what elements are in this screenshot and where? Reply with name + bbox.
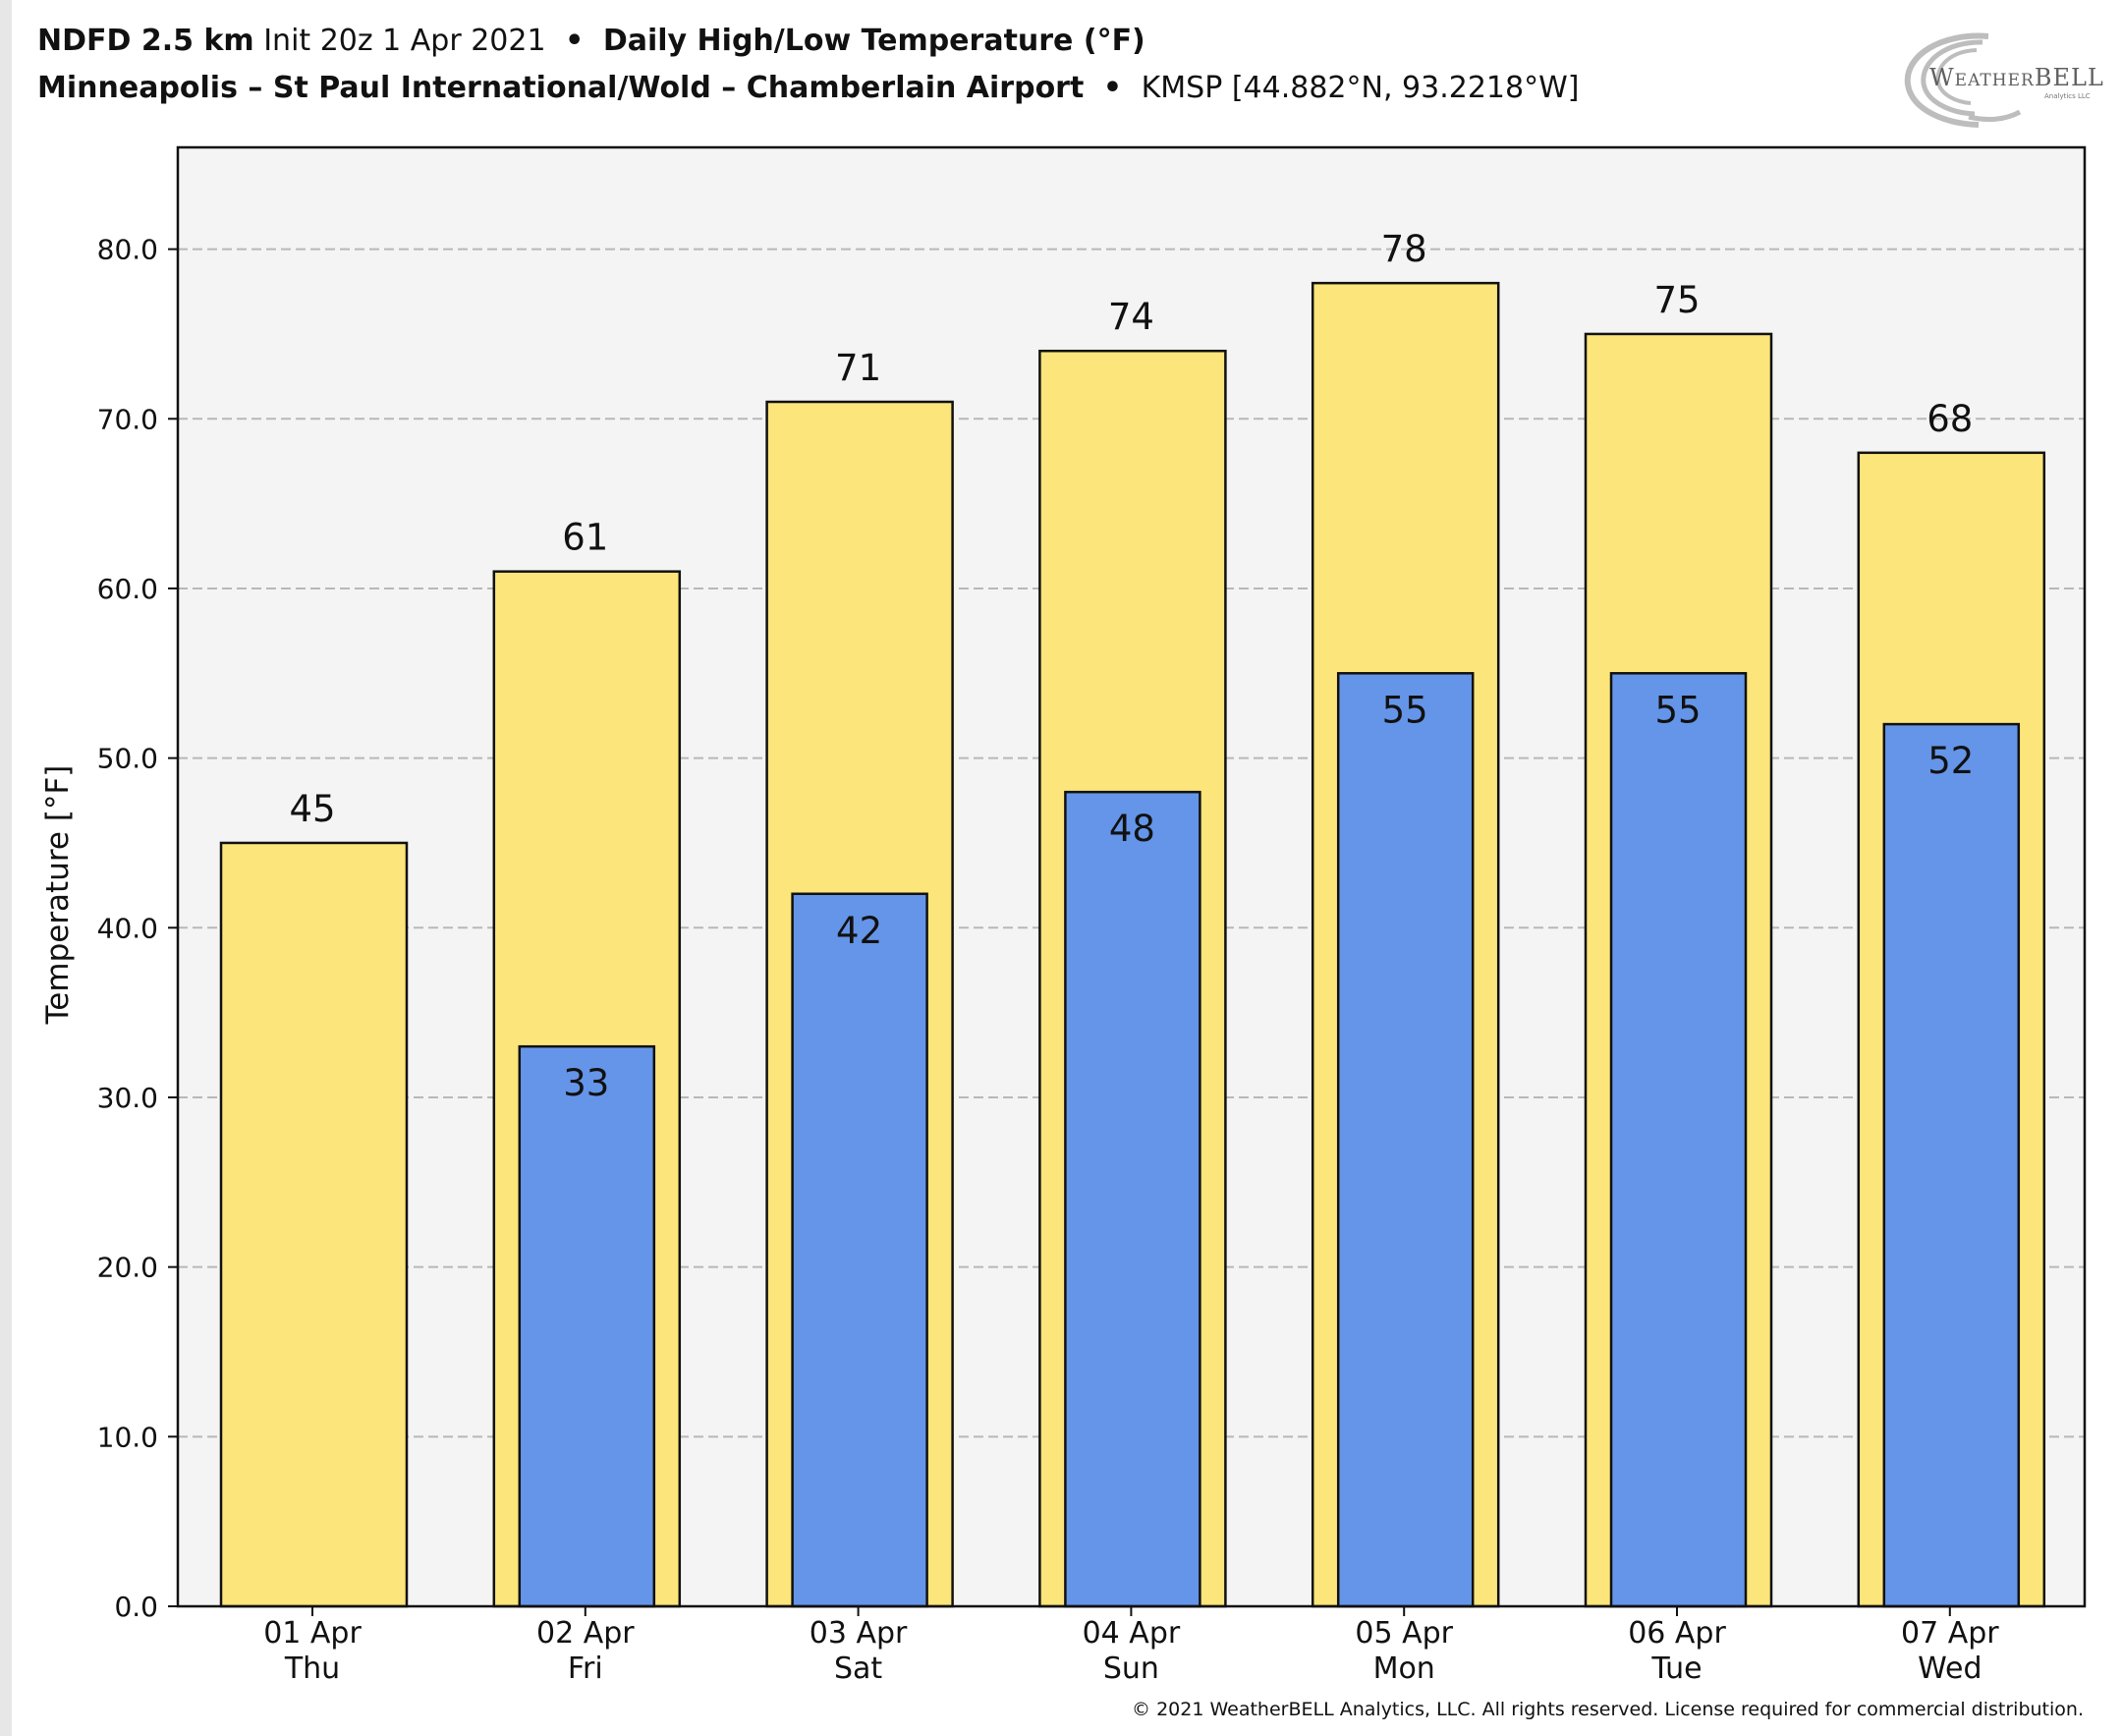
y-axis-label: Temperature [°F]: [40, 765, 76, 1026]
x-day-label: Fri: [568, 1652, 603, 1686]
x-date-label: 07 Apr: [1901, 1616, 1999, 1651]
logo-wordmark: WEATHERBELL: [1929, 64, 2122, 91]
y-tick-label: 50.0: [97, 743, 158, 775]
x-date-label: 01 Apr: [263, 1616, 362, 1651]
product-name: Daily High/Low Temperature (°F): [602, 24, 1145, 58]
high-value-label: 75: [1653, 279, 1700, 321]
low-temperature-bar: [791, 892, 928, 1608]
low-value-label: 42: [836, 910, 882, 952]
header-line-2: Minneapolis – St Paul International/Wold…: [37, 65, 1865, 112]
plot-frame: [176, 145, 2087, 1608]
high-value-label: 74: [1108, 296, 1154, 338]
low-temperature-bar: [518, 1044, 656, 1608]
logo-letter-w: W: [1929, 64, 1955, 91]
y-tick-label: 80.0: [97, 234, 158, 266]
logo-swirl-icon: [1904, 32, 2022, 128]
y-tick-label: 40.0: [97, 912, 158, 944]
station-bullet: •: [1102, 71, 1123, 105]
logo-eather: EATHER: [1954, 71, 2035, 90]
left-border-strip: [0, 0, 12, 1736]
station-info: KMSP [44.882°N, 93.2218°W]: [1141, 71, 1580, 105]
x-day-label: Wed: [1918, 1652, 1982, 1686]
x-day-label: Tue: [1650, 1652, 1702, 1686]
high-value-label: 78: [1381, 228, 1427, 270]
low-value-label: 48: [1109, 808, 1155, 850]
y-tick-label: 60.0: [97, 573, 158, 605]
logo-subtext: Analytics LLC: [2044, 92, 2091, 100]
low-temperature-bar: [1609, 672, 1748, 1608]
logo-bell: BELL: [2034, 64, 2104, 91]
low-temperature-bar: [1882, 722, 2021, 1608]
y-tick-label: 30.0: [97, 1082, 158, 1114]
x-date-label: 02 Apr: [536, 1616, 635, 1651]
x-day-label: Mon: [1373, 1652, 1435, 1686]
x-day-label: Thu: [284, 1652, 340, 1686]
y-tick-label: 0.0: [114, 1591, 158, 1623]
y-tick-label: 70.0: [97, 403, 158, 435]
low-value-label: 55: [1654, 689, 1701, 731]
chart-header: NDFD 2.5 km Init 20z 1 Apr 2021 • Daily …: [37, 18, 1865, 112]
model-name: NDFD 2.5 km: [37, 24, 254, 58]
high-temperature-bar: [219, 841, 409, 1608]
high-value-label: 68: [1927, 398, 1973, 440]
station-name: Minneapolis – St Paul International/Wold…: [37, 71, 1085, 105]
weatherbell-logo: WEATHERBELL Analytics LLC: [1894, 25, 2103, 135]
x-date-label: 03 Apr: [810, 1616, 908, 1651]
high-value-label: 45: [289, 788, 335, 830]
low-temperature-bar: [1064, 790, 1201, 1608]
header-line-1: NDFD 2.5 km Init 20z 1 Apr 2021 • Daily …: [37, 18, 1865, 65]
high-value-label: 61: [562, 517, 608, 559]
copyright-notice: © 2021 WeatherBELL Analytics, LLC. All r…: [1132, 1699, 2084, 1720]
low-temperature-bar: [1336, 672, 1475, 1608]
low-value-label: 52: [1927, 740, 1974, 782]
header-bullet: •: [565, 24, 585, 58]
low-value-label: 55: [1382, 689, 1428, 731]
low-value-label: 33: [563, 1062, 609, 1104]
x-date-label: 04 Apr: [1083, 1616, 1181, 1651]
init-time: Init 20z 1 Apr 2021: [263, 24, 546, 58]
y-tick-label: 20.0: [97, 1252, 158, 1284]
x-day-label: Sat: [834, 1652, 882, 1686]
high-value-label: 71: [835, 347, 881, 389]
x-date-label: 05 Apr: [1355, 1616, 1453, 1651]
y-tick-label: 10.0: [97, 1421, 158, 1453]
x-date-label: 06 Apr: [1628, 1616, 1726, 1651]
x-day-label: Sun: [1103, 1652, 1159, 1686]
